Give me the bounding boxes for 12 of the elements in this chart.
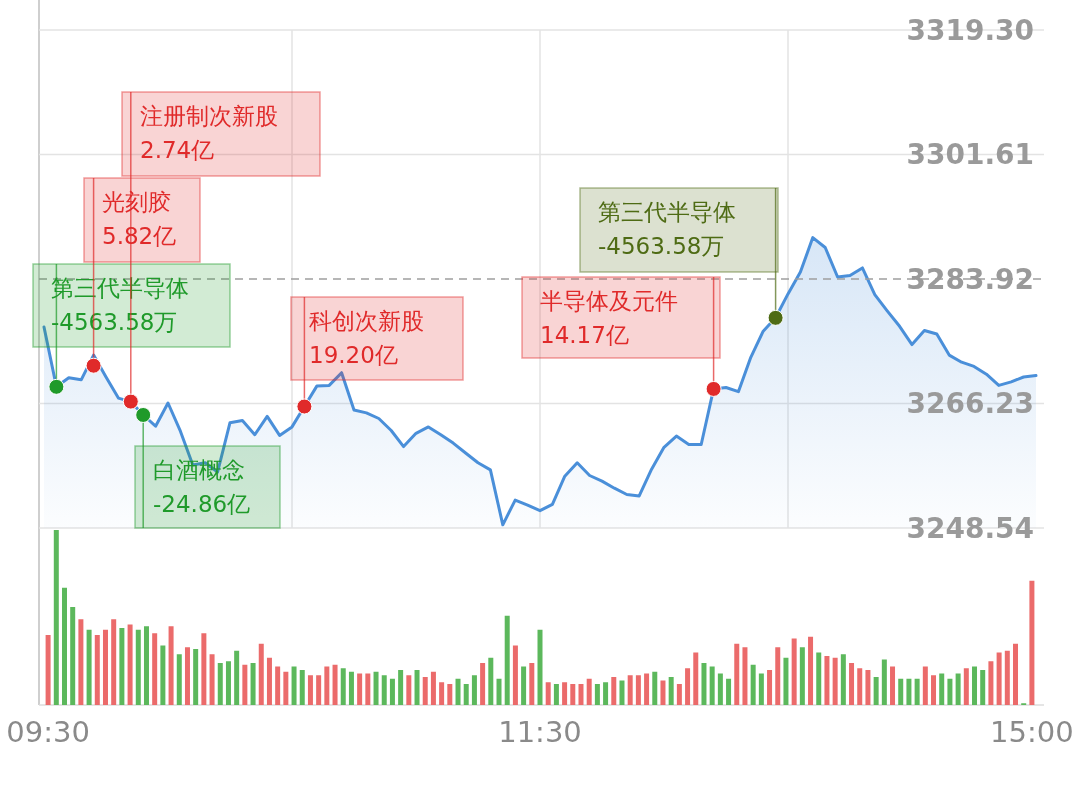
y-tick-label: 3266.23 [906,387,1034,420]
annotation: 科创次新股 19.20亿 [309,308,424,368]
x-tick-label: 09:30 [6,715,90,749]
annotation: 注册制次新股 2.74亿 [140,103,278,163]
annotation: 半导体及元件 14.17亿 [540,288,678,348]
y-tick-label: 3319.30 [906,13,1034,47]
y-tick-label: 3301.61 [906,138,1034,171]
annotation: 第三代半导体 -4563.58万 [598,199,736,259]
x-tick-label: 11:30 [498,715,582,749]
x-tick-label: 15:00 [990,715,1074,749]
y-tick-label: 3248.54 [906,511,1034,545]
y-tick-label: 3283.92 [906,262,1034,296]
